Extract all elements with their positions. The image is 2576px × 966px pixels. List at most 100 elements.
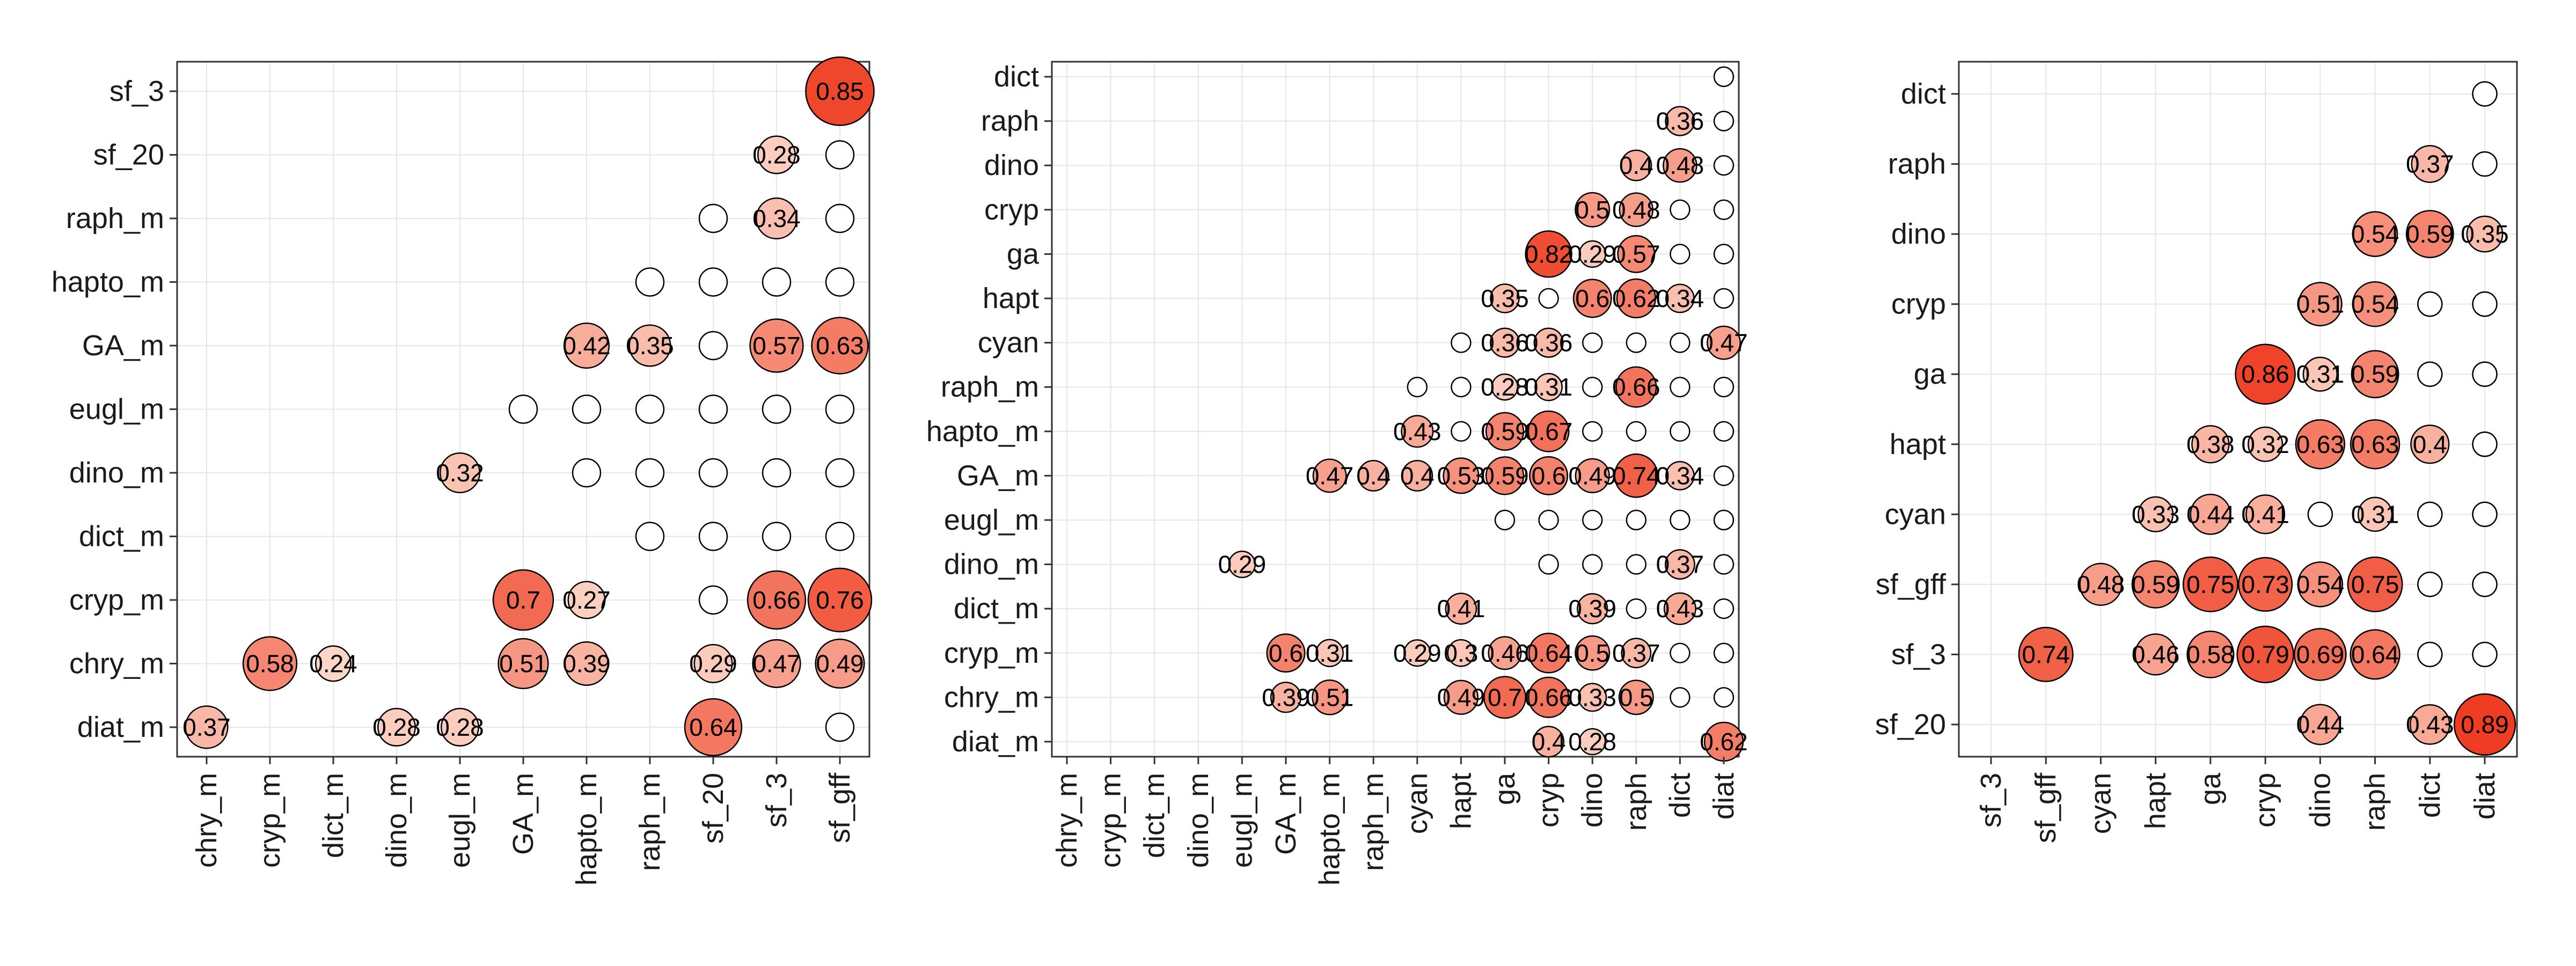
empty-cell-marker — [1713, 598, 1735, 619]
empty-cell-marker — [1713, 687, 1735, 708]
correlation-bubble — [2138, 496, 2174, 532]
empty-cell-marker — [2472, 361, 2498, 387]
empty-cell-marker — [825, 522, 855, 551]
correlation-value-label: 0.66 — [752, 586, 801, 614]
empty-cell-marker — [1582, 554, 1603, 575]
empty-cell-marker — [698, 458, 728, 488]
y-tick-label: dict — [1901, 78, 1946, 110]
correlation-value-label: 0.43 — [2406, 711, 2454, 738]
correlation-value-label: 0.47 — [1700, 329, 1748, 357]
y-tick-label: diat_m — [77, 711, 164, 743]
y-tick-label: ga — [1914, 358, 1946, 390]
x-tick-label: sf_3 — [760, 773, 793, 828]
x-tick-label: cryp — [2249, 773, 2281, 828]
y-tick-label: dino_m — [69, 457, 164, 489]
y-tick-label: GA_m — [82, 330, 164, 362]
empty-cell-marker — [1670, 376, 1690, 398]
correlation-bubble — [2190, 493, 2231, 535]
correlation-value-label: 0.37 — [1612, 639, 1660, 667]
correlation-bubble — [315, 645, 352, 682]
correlation-value-label: 0.28 — [436, 713, 484, 741]
y-tick-label: ga — [1007, 238, 1040, 270]
y-tick-label: raph_m — [941, 371, 1039, 403]
correlation-value-label: 0.42 — [562, 332, 611, 360]
correlation-value-label: 0.37 — [182, 713, 231, 741]
y-tick-label: sf_20 — [1875, 708, 1946, 741]
x-tick-label: GA_m — [507, 773, 539, 855]
correlation-bubble — [2235, 343, 2296, 405]
x-tick-label: dino — [2304, 773, 2336, 828]
correlation-bubble — [1664, 549, 1695, 580]
correlation-bubble — [2245, 494, 2286, 535]
correlation-bubble — [2350, 629, 2401, 680]
correlation-value-label: 0.48 — [1612, 196, 1660, 224]
empty-cell-marker — [1451, 376, 1472, 398]
correlation-value-label: 0.28 — [1568, 728, 1616, 756]
x-tick-label: cryp_m — [254, 773, 286, 868]
empty-cell-marker — [1713, 288, 1735, 309]
y-tick-label: dino — [1891, 218, 1946, 250]
correlation-value-label: 0.64 — [689, 713, 737, 741]
empty-cell-marker — [825, 140, 855, 170]
correlation-bubble — [1577, 593, 1608, 625]
empty-cell-marker — [1582, 421, 1603, 442]
correlation-value-label: 0.62 — [1700, 728, 1748, 756]
correlation-bubble — [1528, 632, 1569, 674]
empty-cell-marker — [2417, 572, 2443, 597]
empty-cell-marker — [1713, 376, 1735, 398]
correlation-value-label: 0.31 — [2351, 500, 2399, 528]
correlation-value-label: 0.63 — [2296, 430, 2345, 458]
correlation-value-label: 0.76 — [816, 586, 864, 614]
correlation-bubble — [497, 638, 549, 690]
correlation-bubble — [693, 644, 733, 683]
correlation-value-label: 0.46 — [2132, 640, 2180, 668]
empty-cell-marker — [825, 458, 855, 488]
correlation-bubble — [2352, 211, 2398, 257]
y-tick-label: cryp — [984, 194, 1039, 226]
correlation-bubble — [2131, 560, 2180, 609]
empty-cell-marker — [1670, 421, 1690, 442]
correlation-value-label: 0.58 — [246, 650, 294, 678]
correlation-bubble — [1529, 456, 1569, 495]
correlation-bubble — [567, 581, 606, 619]
correlation-value-label: 0.41 — [2241, 500, 2289, 528]
correlation-bubble — [2238, 557, 2293, 612]
empty-cell-marker — [2417, 641, 2443, 668]
correlation-value-label: 0.6 — [1532, 462, 1566, 489]
correlation-value-label: 0.44 — [2186, 500, 2235, 528]
x-tick-label: chry_m — [1051, 773, 1083, 868]
correlation-value-label: 0.29 — [1393, 639, 1441, 667]
correlation-value-label: 0.58 — [2186, 640, 2235, 668]
correlation-bubble — [2182, 556, 2238, 612]
correlation-value-label: 0.27 — [562, 586, 611, 614]
correlation-bubble — [1707, 325, 1741, 360]
correlation-value-label: 0.35 — [1481, 284, 1529, 312]
correlation-value-label: 0.59 — [2132, 570, 2180, 598]
correlation-value-label: 0.64 — [1525, 639, 1573, 667]
correlation-bubble — [1615, 366, 1657, 408]
correlation-value-label: 0.5 — [1619, 683, 1653, 711]
correlation-bubble — [1618, 679, 1654, 715]
correlation-value-label: 0.63 — [816, 332, 864, 360]
correlation-bubble — [1621, 638, 1652, 669]
correlation-bubble — [2411, 145, 2449, 183]
y-tick-label: dict_m — [954, 592, 1039, 625]
correlation-value-label: 0.49 — [1437, 683, 1485, 711]
y-tick-label: hapto_m — [52, 266, 164, 298]
empty-cell-marker — [698, 267, 728, 297]
x-tick-label: hapto_m — [1314, 773, 1346, 885]
correlation-bubble — [815, 638, 865, 689]
x-tick-label: sf_gff — [2030, 772, 2062, 843]
correlation-value-label: 0.34 — [752, 204, 801, 232]
correlation-value-label: 0.37 — [2406, 150, 2454, 178]
correlation-bubble — [1663, 148, 1697, 183]
empty-cell-marker — [1582, 376, 1603, 398]
correlation-bubble — [1575, 635, 1611, 671]
empty-cell-marker — [1713, 465, 1735, 486]
correlation-bubble — [1620, 149, 1652, 181]
y-tick-label: cryp_m — [944, 637, 1039, 669]
correlation-bubble — [1572, 279, 1612, 318]
correlation-bubble — [242, 636, 298, 691]
correlation-bubble — [2352, 281, 2398, 327]
